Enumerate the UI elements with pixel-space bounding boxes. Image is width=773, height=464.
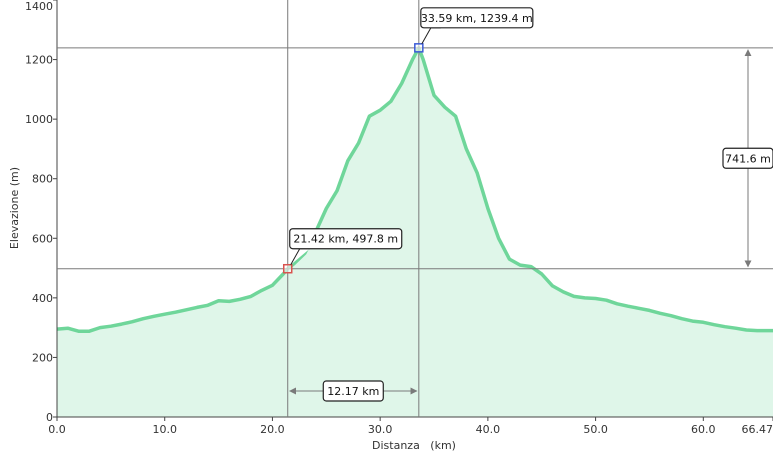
start-point-marker[interactable] [284, 265, 292, 273]
y-tick-label: 200 [32, 351, 53, 364]
x-tick-label: 0.0 [48, 423, 66, 436]
x-tick-label: 60.0 [691, 423, 716, 436]
x-tick-label: 20.0 [260, 423, 285, 436]
end-point-callout: 33.59 km, 1239.4 m [421, 8, 533, 44]
y-tick-label: 400 [32, 292, 53, 305]
end-point-callout-text: 33.59 km, 1239.4 m [421, 12, 533, 25]
x-tick-label: 50.0 [583, 423, 608, 436]
elevation-label: 741.6 m [723, 148, 773, 168]
end-point-callout-pointer [422, 28, 441, 44]
distance-label-text: 12.17 km [327, 385, 379, 398]
elevation-label-text: 741.6 m [725, 152, 771, 165]
y-tick-label: 1000 [25, 113, 53, 126]
area-layer [57, 48, 773, 417]
x-tick-label: 66.47 [742, 423, 773, 436]
y-axis-title: Elevazione (m) [8, 167, 21, 249]
x-tick-label: 10.0 [152, 423, 177, 436]
y-tick-label: 1200 [25, 54, 53, 67]
start-point-callout-text: 21.42 km, 497.8 m [293, 233, 398, 246]
distance-label: 12.17 km [323, 381, 383, 401]
y-tick-label: 800 [32, 173, 53, 186]
x-tick-label: 30.0 [368, 423, 393, 436]
x-axis-title: Distanza (km) [372, 439, 456, 452]
end-point-marker[interactable] [415, 44, 423, 52]
area-fill [57, 48, 773, 417]
x-tick-label: 40.0 [476, 423, 501, 436]
y-tick-label: 600 [32, 232, 53, 245]
y-tick-label: 1400 [25, 0, 53, 13]
